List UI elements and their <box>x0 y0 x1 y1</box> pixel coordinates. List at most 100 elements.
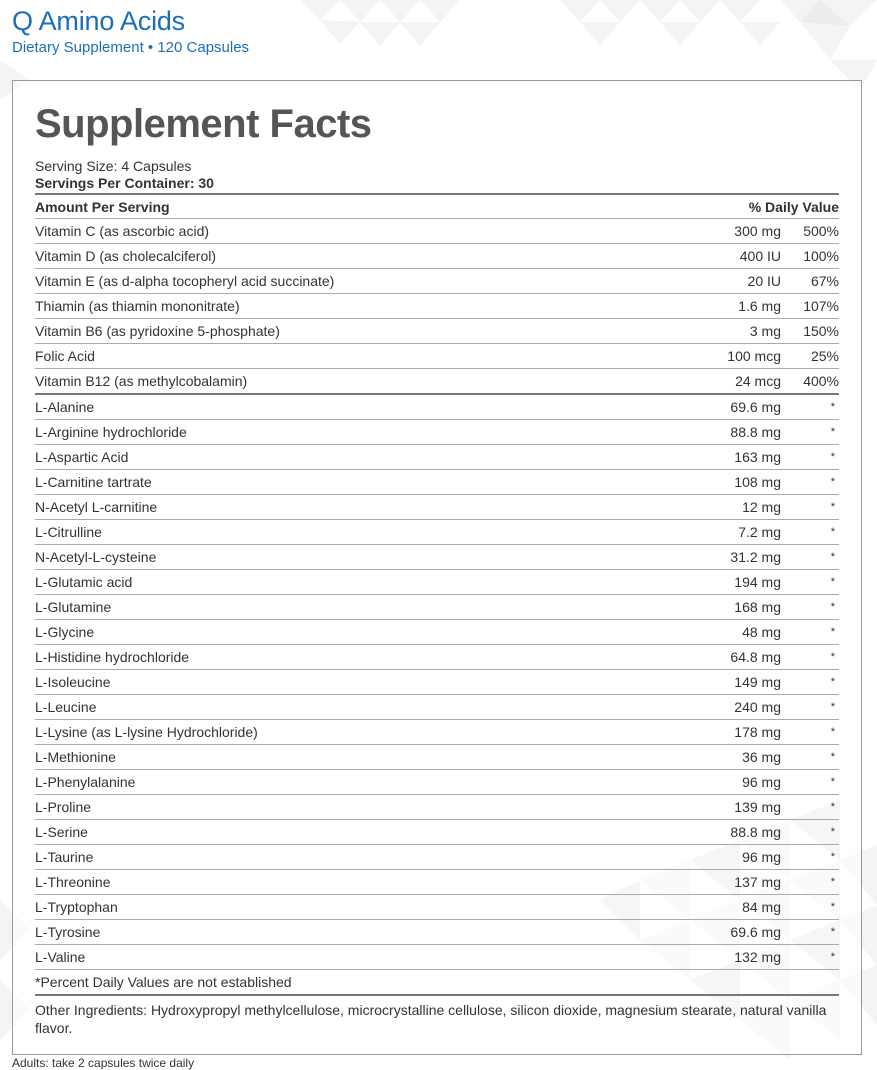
table-row: L-Lysine (as L-lysine Hydrochloride) 178 … <box>35 720 839 745</box>
nutrient-name: Vitamin B6 (as pyridoxine 5-phosphate) <box>35 323 280 339</box>
table-row: L-Glycine 48 mg * <box>35 620 839 645</box>
nutrient-name: L-Tyrosine <box>35 924 101 940</box>
table-row: L-Methionine 36 mg * <box>35 745 839 770</box>
product-title: Q Amino Acids <box>12 6 185 36</box>
nutrient-values: 137 mg * <box>734 874 839 890</box>
nutrient-values: 88.8 mg * <box>730 824 839 840</box>
nutrient-daily-value: * <box>830 876 835 888</box>
nutrient-daily-value: * <box>830 901 835 913</box>
nutrient-values: 24 mcg 400% <box>735 373 839 389</box>
table-row: Vitamin C (as ascorbic acid) 300 mg 500% <box>35 219 839 244</box>
amino-acid-rows: L-Alanine 69.6 mg * L-Arginine hydrochlorid… <box>35 395 839 970</box>
vitamin-rows: Vitamin C (as ascorbic acid) 300 mg 500% Vi… <box>35 219 839 395</box>
nutrient-name: Vitamin D (as cholecalciferol) <box>35 248 217 264</box>
nutrient-amount: 168 mg <box>734 599 781 615</box>
other-ingredients: Other Ingredients: Hydroxypropyl methylc… <box>35 1002 827 1036</box>
table-row: L-Proline 139 mg * <box>35 795 839 820</box>
footnote: *Percent Daily Values are not establishe… <box>35 970 839 996</box>
nutrient-daily-value: * <box>830 926 835 938</box>
nutrient-amount: 139 mg <box>734 799 781 815</box>
nutrient-daily-value: 400% <box>803 373 839 389</box>
nutrient-name: L-Arginine hydrochloride <box>35 424 187 440</box>
nutrient-daily-value: * <box>830 526 835 538</box>
nutrient-daily-value: 67% <box>810 273 839 289</box>
nutrient-daily-value: * <box>830 501 835 513</box>
nutrient-amount: 3 mg <box>749 323 781 339</box>
nutrient-daily-value: 150% <box>803 323 839 339</box>
nutrient-values: 163 mg * <box>734 449 839 465</box>
nutrient-daily-value: * <box>830 601 835 613</box>
nutrient-values: 7.2 mg * <box>738 524 839 540</box>
nutrient-amount: 24 mcg <box>735 373 781 389</box>
table-row: N-Acetyl-L-cysteine 31.2 mg * <box>35 545 839 570</box>
table-row: Vitamin B12 (as methylcobalamin) 24 mcg 40… <box>35 369 839 395</box>
nutrient-name: L-Glutamine <box>35 599 112 615</box>
nutrient-daily-value: * <box>830 701 835 713</box>
nutrient-values: 108 mg * <box>734 474 839 490</box>
nutrient-daily-value: * <box>830 826 835 838</box>
nutrient-values: 100 mcg 25% <box>727 348 839 364</box>
table-row: L-Serine 88.8 mg * <box>35 820 839 845</box>
nutrient-name: L-Citrulline <box>35 524 102 540</box>
nutrient-amount: 88.8 mg <box>730 424 781 440</box>
table-row: L-Threonine 137 mg * <box>35 870 839 895</box>
nutrient-daily-value: * <box>830 401 835 413</box>
nutrient-amount: 84 mg <box>742 899 781 915</box>
nutrient-name: L-Lysine (as L-lysine Hydrochloride) <box>35 724 258 740</box>
table-row: Folic Acid 100 mcg 25% <box>35 344 839 369</box>
nutrient-daily-value: * <box>830 476 835 488</box>
nutrient-name: Folic Acid <box>35 348 95 364</box>
nutrient-daily-value: * <box>830 676 835 688</box>
nutrient-daily-value: * <box>830 801 835 813</box>
nutrient-amount: 1.6 mg <box>738 298 781 314</box>
nutrient-values: 96 mg * <box>742 849 839 865</box>
divider <box>35 193 839 195</box>
nutrient-amount: 132 mg <box>734 949 781 965</box>
table-row: L-Arginine hydrochloride 88.8 mg * <box>35 420 839 445</box>
nutrient-amount: 36 mg <box>742 749 781 765</box>
serving-size: Serving Size: 4 Capsules <box>35 158 192 174</box>
table-row: Vitamin D (as cholecalciferol) 400 IU 100% <box>35 244 839 269</box>
nutrient-daily-value: * <box>830 426 835 438</box>
nutrient-values: 96 mg * <box>742 774 839 790</box>
nutrient-amount: 240 mg <box>734 699 781 715</box>
nutrient-name: L-Glycine <box>35 624 95 640</box>
nutrient-amount: 100 mcg <box>727 348 781 364</box>
nutrient-name: Thiamin (as thiamin mononitrate) <box>35 298 240 314</box>
table-row: L-Aspartic Acid 163 mg * <box>35 445 839 470</box>
nutrient-daily-value: * <box>830 951 835 963</box>
nutrient-values: 88.8 mg * <box>730 424 839 440</box>
nutrient-values: 69.6 mg * <box>730 924 839 940</box>
table-row: L-Alanine 69.6 mg * <box>35 395 839 420</box>
table-row: Thiamin (as thiamin mononitrate) 1.6 mg 10… <box>35 294 839 319</box>
product-subtitle: Dietary Supplement • 120 Capsules <box>12 39 250 56</box>
nutrient-daily-value: * <box>830 751 835 763</box>
table-row: L-Leucine 240 mg * <box>35 695 839 720</box>
nutrient-daily-value: * <box>830 651 835 663</box>
nutrient-name: L-Isoleucine <box>35 674 111 690</box>
table-row: L-Phenylalanine 96 mg * <box>35 770 839 795</box>
nutrient-values: 139 mg * <box>734 799 839 815</box>
nutrient-daily-value: * <box>830 551 835 563</box>
nutrient-amount: 88.8 mg <box>730 824 781 840</box>
table-row: N-Acetyl L-carnitine 12 mg * <box>35 495 839 520</box>
nutrient-name: L-Glutamic acid <box>35 574 133 590</box>
nutrient-name: L-Tryptophan <box>35 899 118 915</box>
nutrient-name: Vitamin C (as ascorbic acid) <box>35 223 210 239</box>
servings-per-container: Servings Per Container: 30 <box>35 175 214 191</box>
nutrient-amount: 96 mg <box>742 774 781 790</box>
nutrient-name: L-Taurine <box>35 849 94 865</box>
table-row: L-Tyrosine 69.6 mg * <box>35 920 839 945</box>
nutrient-daily-value: 107% <box>803 298 839 314</box>
nutrient-daily-value: * <box>830 726 835 738</box>
supplement-facts: Supplement Facts Serving Size: 4 Capsule… <box>35 96 839 1037</box>
table-row: L-Taurine 96 mg * <box>35 845 839 870</box>
nutrient-values: 69.6 mg * <box>730 399 839 415</box>
supplement-facts-panel <box>12 80 862 1055</box>
table-row: L-Valine 132 mg * <box>35 945 839 970</box>
nutrient-amount: 400 IU <box>739 248 781 264</box>
nutrient-amount: 12 mg <box>742 499 781 515</box>
nutrient-amount: 69.6 mg <box>730 399 781 415</box>
nutrient-values: 64.8 mg * <box>730 649 839 665</box>
nutrient-name: L-Carnitine tartrate <box>35 474 152 490</box>
